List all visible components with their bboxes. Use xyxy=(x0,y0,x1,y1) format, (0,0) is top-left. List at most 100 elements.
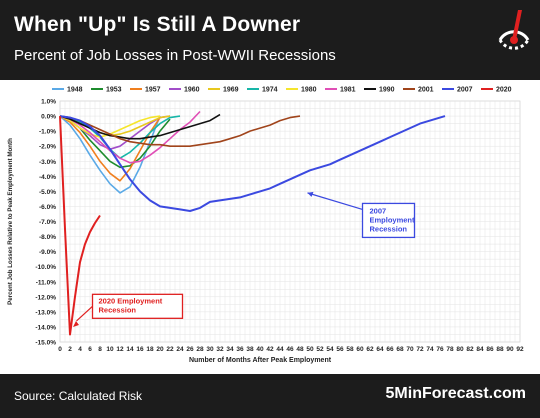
x-tick-label: 64 xyxy=(376,346,384,353)
x-tick-label: 66 xyxy=(386,346,394,353)
y-tick-label: -3.0% xyxy=(39,159,56,166)
callout-arrowhead xyxy=(73,320,79,327)
x-tick-label: 78 xyxy=(446,346,454,353)
y-tick-label: -7.0% xyxy=(39,219,56,226)
y-tick-label: -10.0% xyxy=(35,264,56,271)
legend-label: 1953 xyxy=(106,87,122,94)
x-tick-label: 42 xyxy=(266,346,274,353)
series-line-1957 xyxy=(59,115,161,182)
callout-pointer xyxy=(307,192,363,211)
chart-header: When "Up" Is Still A Downer Percent of J… xyxy=(0,0,540,80)
gauge-icon xyxy=(498,10,530,50)
callout-box-2020 xyxy=(91,293,184,319)
y-tick-label: -11.0% xyxy=(36,279,56,286)
x-tick-label: 4 xyxy=(78,346,82,353)
y-tick-label: 0.0% xyxy=(41,114,56,121)
x-tick-label: 22 xyxy=(166,346,174,353)
x-tick-label: 24 xyxy=(176,346,184,353)
callout-arrowhead xyxy=(307,191,314,197)
x-tick-label: 14 xyxy=(126,346,134,353)
legend-label: 1948 xyxy=(67,87,83,94)
x-tick-label: 0 xyxy=(58,346,62,353)
x-tick-label: 44 xyxy=(276,346,284,353)
x-tick-label: 52 xyxy=(316,346,324,353)
y-tick-label: -5.0% xyxy=(39,189,56,196)
y-tick-label: -2.0% xyxy=(39,144,56,151)
callout-box-2007 xyxy=(361,202,416,239)
x-tick-label: 74 xyxy=(426,346,434,353)
x-tick-label: 84 xyxy=(476,346,484,353)
x-tick-label: 32 xyxy=(216,346,224,353)
x-tick-label: 68 xyxy=(396,346,404,353)
y-tick-label: -1.0% xyxy=(39,129,56,136)
y-tick-label: -4.0% xyxy=(39,174,56,181)
x-tick-label: 72 xyxy=(416,346,424,353)
y-tick-label: -12.0% xyxy=(35,294,56,301)
x-tick-label: 58 xyxy=(346,346,354,353)
x-tick-label: 90 xyxy=(506,346,514,353)
x-tick-label: 2 xyxy=(68,346,72,353)
legend-label: 1957 xyxy=(145,87,161,94)
x-tick-label: 54 xyxy=(326,346,334,353)
x-tick-label: 88 xyxy=(496,346,504,353)
x-tick-label: 8 xyxy=(98,346,102,353)
x-tick-label: 86 xyxy=(486,346,494,353)
y-tick-label: -14.0% xyxy=(35,324,56,331)
legend-label: 2007 xyxy=(457,87,473,94)
series-line-1990 xyxy=(59,113,221,140)
x-tick-label: 12 xyxy=(116,346,124,353)
x-tick-label: 28 xyxy=(196,346,204,353)
series-line-2001 xyxy=(59,115,301,147)
series-line-2020 xyxy=(59,116,101,336)
legend-label: 1990 xyxy=(379,87,395,94)
legend-label: 1960 xyxy=(184,87,200,94)
x-tick-label: 6 xyxy=(88,346,92,353)
x-axis-label: Number of Months After Peak Employment xyxy=(189,357,332,364)
legend-label: 1974 xyxy=(262,87,278,94)
y-tick-label: -8.0% xyxy=(39,234,56,241)
x-tick-label: 18 xyxy=(146,346,154,353)
legend-label: 2020 xyxy=(496,87,512,94)
chart-footer: Source: Calculated Risk 5MinForecast.com xyxy=(0,374,540,418)
line-chart: 1.0% 0.0% -1.0% -2.0% -3.0% -4.0% -5.0% -6.0% -7… xyxy=(7,87,524,365)
callout-pointer xyxy=(76,305,93,322)
x-tick-label: 10 xyxy=(106,346,114,353)
source-label: Source: Calculated Risk xyxy=(14,389,143,403)
x-tick-label: 36 xyxy=(236,346,244,353)
x-tick-label: 76 xyxy=(436,346,444,353)
x-tick-label: 16 xyxy=(136,346,144,353)
legend-label: 1981 xyxy=(340,87,356,94)
chart-plot: 1.0% 0.0% -1.0% -2.0% -3.0% -4.0% -5.0% -6.0% -7… xyxy=(0,80,540,374)
callout-text: Recession xyxy=(99,305,137,314)
legend-label: 2001 xyxy=(418,87,434,94)
y-tick-label: -9.0% xyxy=(39,249,56,256)
x-tick-label: 70 xyxy=(406,346,414,353)
chart-title: When "Up" Is Still A Downer xyxy=(14,13,301,36)
x-tick-label: 34 xyxy=(226,346,234,353)
series-line-2007 xyxy=(59,115,446,212)
x-tick-label: 80 xyxy=(456,346,464,353)
x-tick-label: 50 xyxy=(306,346,314,353)
y-axis-label: Percent Job Losses Relative to Peak Empl… xyxy=(7,138,14,305)
y-tick-label: -13.0% xyxy=(35,309,56,316)
x-tick-label: 20 xyxy=(156,346,164,353)
x-tick-label: 26 xyxy=(186,346,194,353)
x-tick-label: 30 xyxy=(206,346,214,353)
x-tick-label: 62 xyxy=(366,346,374,353)
x-tick-label: 56 xyxy=(336,346,344,353)
legend-label: 1969 xyxy=(223,87,239,94)
x-tick-label: 46 xyxy=(286,346,294,353)
x-tick-label: 40 xyxy=(256,346,264,353)
series-line-1981 xyxy=(59,110,201,164)
x-tick-label: 48 xyxy=(296,346,304,353)
legend-label: 1980 xyxy=(301,87,317,94)
x-tick-label: 92 xyxy=(516,346,524,353)
y-tick-label: -6.0% xyxy=(39,204,56,211)
y-tick-label: 1.0% xyxy=(41,99,56,106)
callout-text: Employment xyxy=(370,215,416,224)
brand-logo: 5MinForecast.com xyxy=(385,385,526,402)
callout-text: Recession xyxy=(370,224,408,233)
chart-subtitle: Percent of Job Losses in Post-WWII Reces… xyxy=(14,47,336,64)
x-tick-label: 82 xyxy=(466,346,474,353)
